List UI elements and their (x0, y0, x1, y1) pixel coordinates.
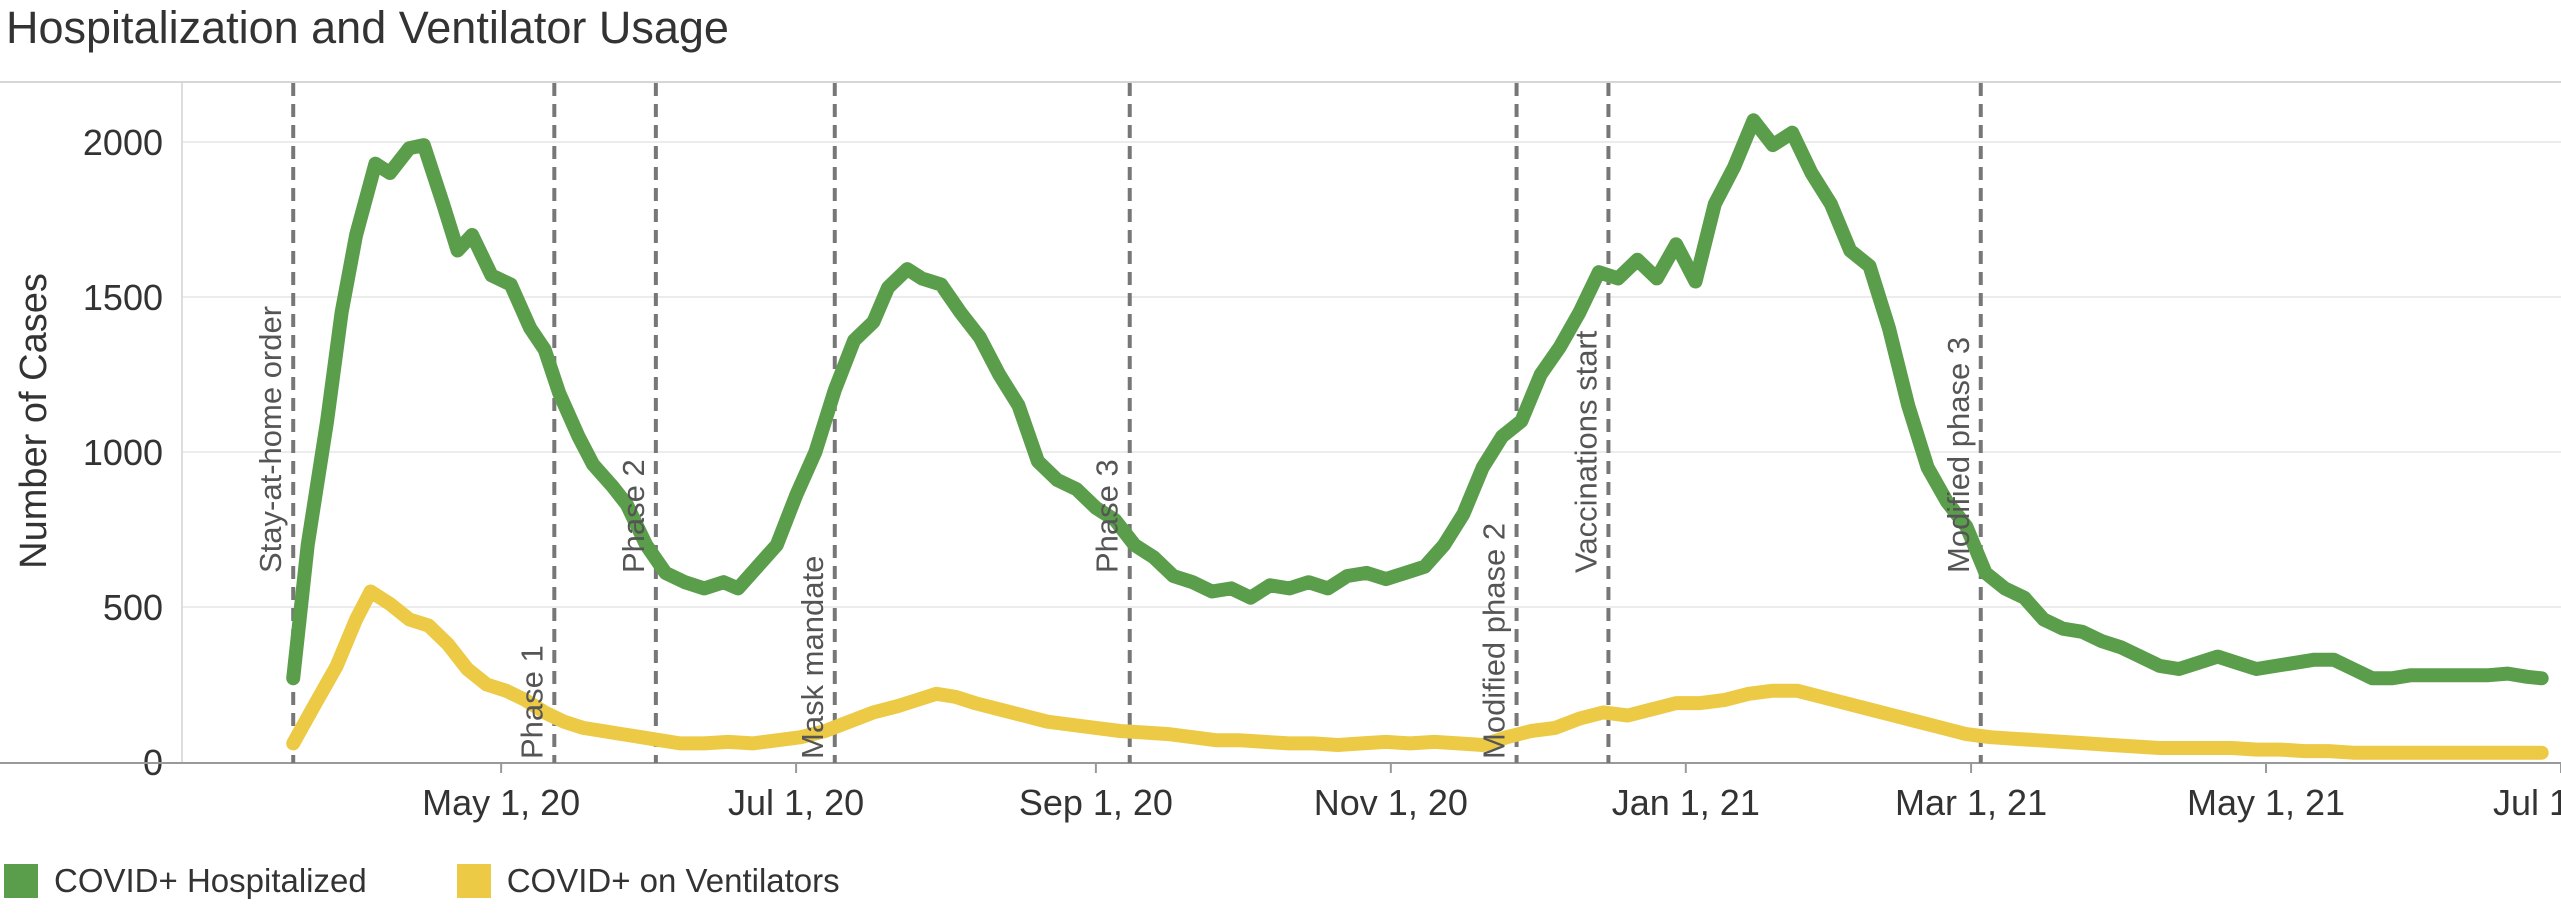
x-tick-label: Sep 1, 20 (1019, 782, 1173, 823)
legend-label-ventilators: COVID+ on Ventilators (506, 862, 840, 899)
x-tick-label: Jul 1, 20 (728, 782, 864, 823)
event-label: Modified phase 2 (1477, 523, 1512, 759)
x-tick-label: Mar 1, 21 (1895, 782, 2047, 823)
event-label: Vaccinations start (1568, 330, 1603, 573)
event-label: Stay-at-home order (253, 306, 288, 573)
event-labels: Stay-at-home order Phase 1 Phase 2 Mask man… (253, 306, 1976, 759)
event-markers (291, 83, 1983, 763)
legend-label-hospitalized: COVID+ Hospitalized (54, 862, 367, 899)
y-axis-title: Number of Cases (13, 273, 55, 569)
legend-swatch-ventilators (456, 864, 491, 898)
series-line-hospitalized (286, 113, 2549, 686)
grid-lines (182, 141, 2561, 608)
event-label: Phase 3 (1090, 459, 1125, 573)
x-tick-label: Jul 1, 21 (2493, 782, 2561, 823)
x-tick-label: Jan 1, 21 (1612, 782, 1760, 823)
event-label: Phase 2 (616, 459, 651, 573)
legend-swatch-hospitalized (4, 864, 38, 898)
event-label: Phase 1 (514, 645, 549, 759)
legend: COVID+ Hospitalized COVID+ on Ventilator… (4, 862, 930, 900)
data-series (286, 113, 2549, 760)
y-tick-label: 1500 (83, 277, 163, 318)
chart-title: Hospitalization and Ventilator Usage (6, 2, 729, 53)
y-tick-label: 1000 (83, 432, 163, 473)
legend-item-hospitalized[interactable]: COVID+ Hospitalized (4, 862, 367, 900)
x-tick-label: Nov 1, 20 (1314, 782, 1468, 823)
y-tick-label: 500 (103, 587, 163, 628)
y-tick-label: 2000 (83, 122, 163, 163)
event-label: Modified phase 3 (1941, 337, 1976, 573)
series-line-ventilators (286, 584, 2549, 760)
x-tick-label: May 1, 21 (2187, 782, 2345, 823)
x-tick-label: May 1, 20 (422, 782, 580, 823)
legend-item-ventilators[interactable]: COVID+ on Ventilators (456, 862, 840, 900)
event-label: Mask mandate (795, 556, 830, 759)
title-divider (0, 81, 2561, 83)
